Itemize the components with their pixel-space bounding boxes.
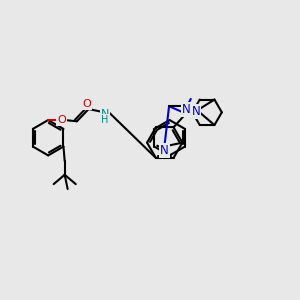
Text: O: O — [82, 99, 91, 109]
Text: H: H — [101, 115, 108, 125]
Text: N: N — [100, 110, 109, 119]
Text: N: N — [160, 144, 169, 157]
Text: O: O — [57, 115, 66, 125]
Text: N: N — [182, 103, 190, 116]
Text: N: N — [192, 105, 200, 118]
